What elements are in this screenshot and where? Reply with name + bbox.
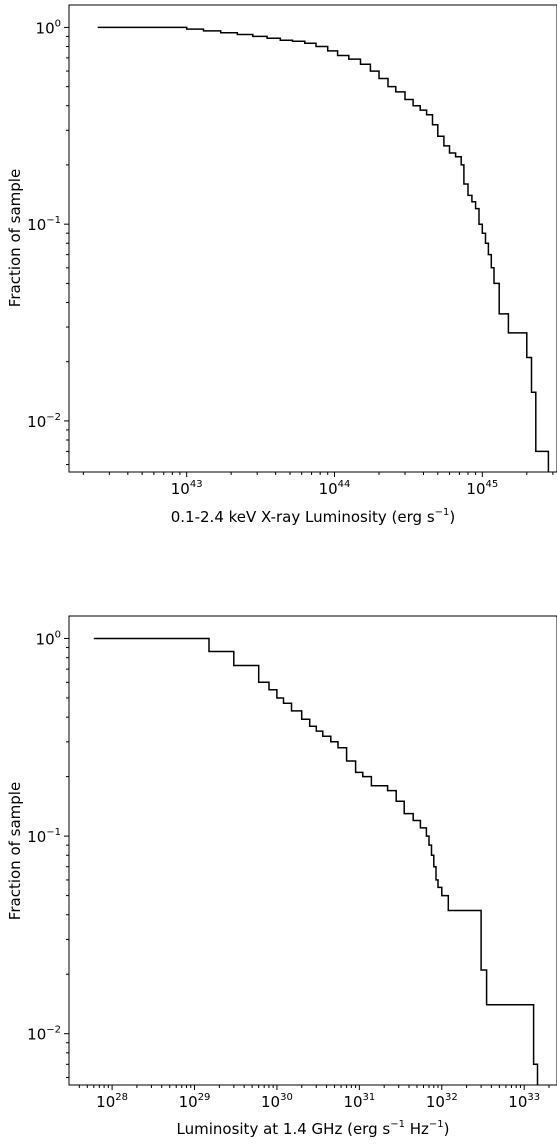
panel-xray: 100 10−1 10−2 1043 1044 1045 Fraction of sam… (6, 4, 557, 526)
series-line (97, 26, 550, 472)
y-tick-label: 10−2 (27, 1025, 61, 1044)
x-tick-label: 1030 (261, 1092, 293, 1111)
x-axis-label: Luminosity at 1.4 GHz (erg s−1 Hz−1) (177, 1119, 450, 1138)
x-tick-label: 1044 (319, 479, 351, 498)
y-tick-label: 100 (36, 630, 61, 649)
series-line (93, 637, 539, 1085)
x-tick-label: 1032 (426, 1092, 458, 1111)
plot-frame (68, 4, 557, 473)
y-tick-label: 10−1 (27, 215, 61, 234)
y-ticks: 100 10−1 10−2 (27, 630, 69, 1079)
panel-radio: 100 10−1 10−2 1028 1029 1030 1031 1032 1033 Fra… (6, 615, 557, 1138)
x-tick-label: 1028 (96, 1092, 128, 1111)
x-tick-label: 1033 (508, 1092, 540, 1111)
y-tick-label: 10−2 (27, 412, 61, 431)
x-tick-label: 1045 (466, 479, 498, 498)
plot-frame (68, 615, 557, 1086)
x-tick-label: 1043 (171, 479, 203, 498)
y-ticks: 100 10−1 10−2 (27, 18, 69, 466)
x-tick-label: 1031 (343, 1092, 375, 1111)
y-axis-label: Fraction of sample (6, 782, 24, 920)
y-tick-label: 10−1 (27, 827, 61, 846)
x-ticks: 1043 1044 1045 (82, 472, 554, 498)
x-tick-label: 1029 (179, 1092, 211, 1111)
y-axis-label: Fraction of sample (6, 169, 24, 307)
x-axis-label: 0.1-2.4 keV X-ray Luminosity (erg s−1) (171, 507, 456, 526)
y-tick-label: 100 (36, 18, 61, 37)
x-ticks: 1028 1029 1030 1031 1032 1033 (78, 1085, 550, 1111)
